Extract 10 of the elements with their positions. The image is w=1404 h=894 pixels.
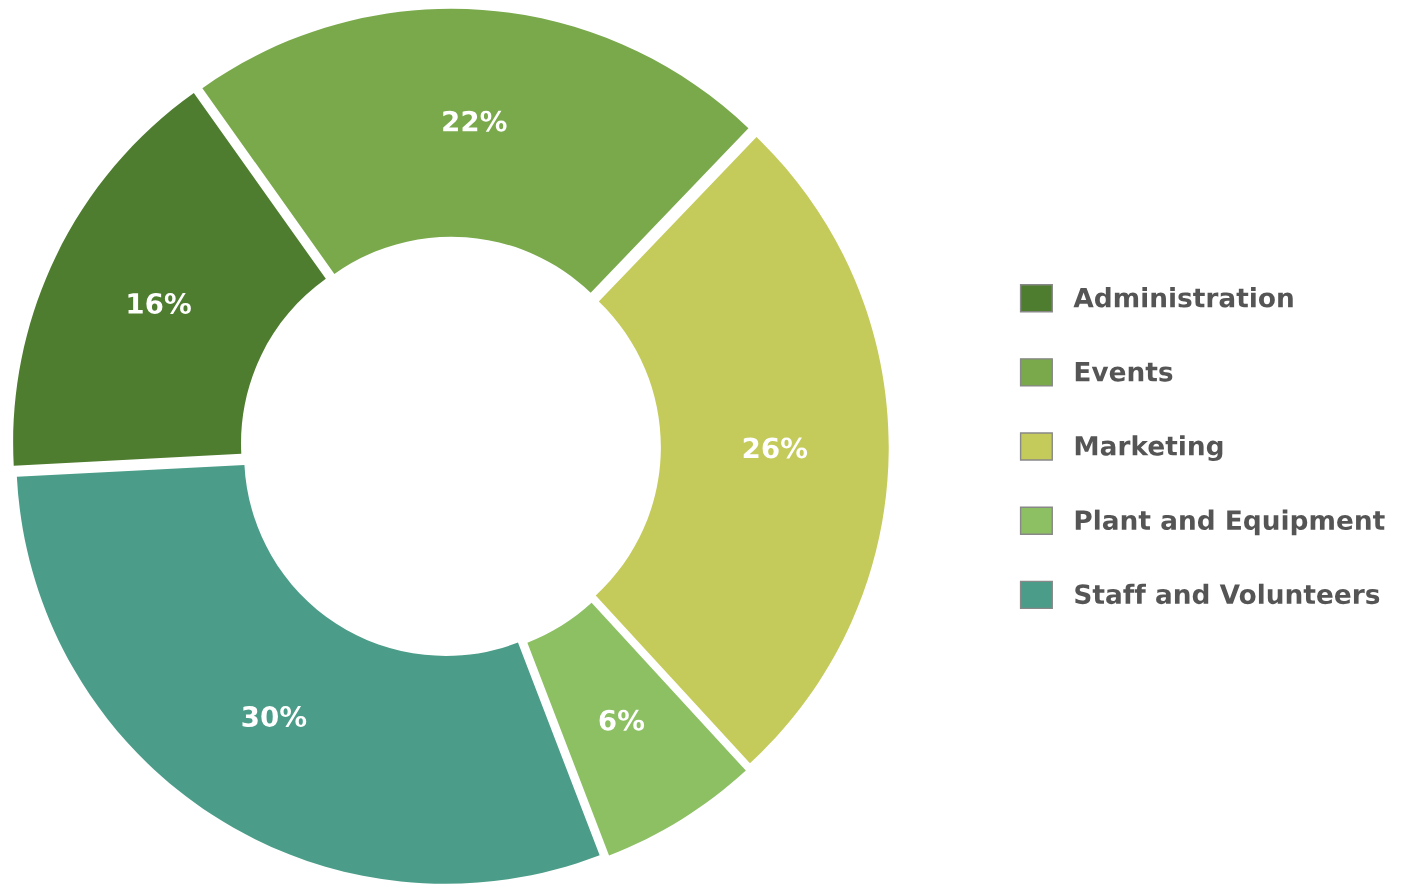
data-label: 22% — [443, 110, 507, 132]
data-label: 30% — [242, 706, 307, 728]
legend-label: Marketing — [1075, 435, 1223, 462]
legend-label: Staff and Volunteers — [1075, 583, 1380, 605]
legend-label: Plant and Equipment — [1075, 509, 1385, 536]
data-label: 26% — [743, 437, 808, 459]
legend-label: Administration — [1073, 287, 1293, 308]
legend-label: Events — [1075, 362, 1173, 382]
data-label: 16% — [128, 292, 191, 314]
data-label: 6% — [599, 709, 645, 731]
